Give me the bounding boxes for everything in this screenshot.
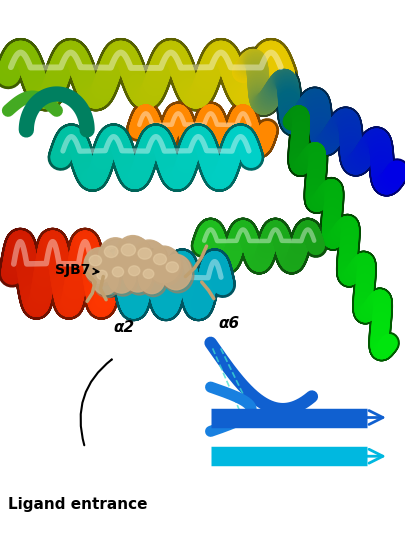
Ellipse shape (166, 262, 179, 273)
Text: α2: α2 (113, 320, 134, 335)
Text: Ligand entrance: Ligand entrance (8, 497, 147, 512)
Ellipse shape (162, 255, 194, 293)
Ellipse shape (97, 270, 107, 280)
Ellipse shape (124, 259, 152, 292)
Ellipse shape (124, 260, 154, 295)
Ellipse shape (139, 264, 168, 296)
Ellipse shape (108, 262, 138, 296)
Ellipse shape (84, 248, 115, 283)
Ellipse shape (143, 269, 154, 279)
Ellipse shape (85, 249, 117, 286)
Ellipse shape (107, 260, 136, 293)
Ellipse shape (149, 247, 183, 286)
Ellipse shape (139, 263, 165, 294)
Ellipse shape (93, 265, 121, 298)
Ellipse shape (89, 255, 102, 266)
FancyArrowPatch shape (81, 359, 112, 445)
Ellipse shape (99, 239, 135, 280)
Ellipse shape (92, 264, 118, 295)
Ellipse shape (104, 246, 118, 258)
Ellipse shape (138, 248, 151, 259)
Ellipse shape (153, 254, 166, 265)
Ellipse shape (112, 267, 124, 277)
Ellipse shape (148, 246, 180, 283)
Ellipse shape (161, 254, 192, 290)
Ellipse shape (116, 237, 153, 279)
Ellipse shape (115, 236, 151, 275)
Text: α6: α6 (218, 316, 239, 331)
Ellipse shape (132, 240, 166, 278)
Ellipse shape (133, 241, 168, 281)
Ellipse shape (98, 238, 132, 276)
Text: SJB7: SJB7 (55, 263, 99, 277)
Ellipse shape (121, 244, 136, 256)
Ellipse shape (128, 266, 140, 276)
